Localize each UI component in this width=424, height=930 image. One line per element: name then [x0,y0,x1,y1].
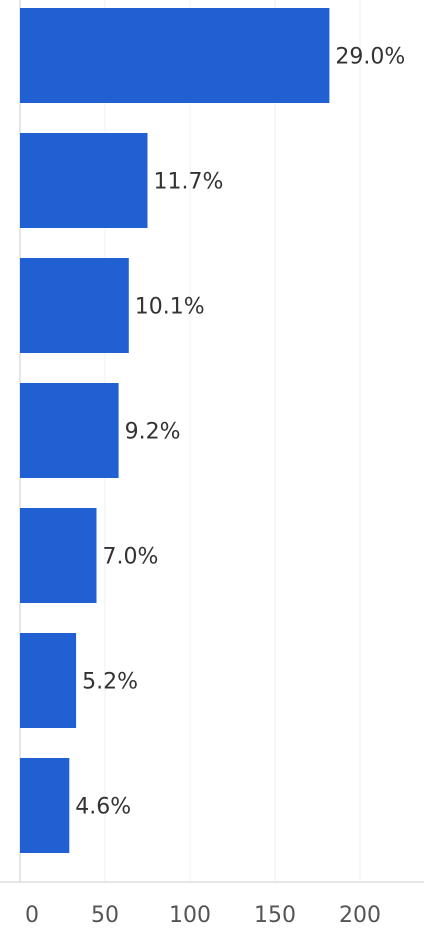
bar-3[interactable] [20,258,129,353]
x-tick-label-200: 200 [339,903,381,928]
data-label-6: 5.2% [82,670,138,695]
bar-5[interactable] [20,508,97,603]
data-label-7: 4.6% [75,795,131,820]
x-tick-label-100: 100 [169,903,211,928]
x-tick-label-50: 50 [91,903,119,928]
data-labels-layer: 29.0% 11.7% 10.1% 9.2% 7.0% 5.2% 4.6% [75,45,405,820]
data-label-4: 9.2% [125,420,181,445]
x-tick-label-0: 0 [25,903,39,928]
data-label-5: 7.0% [103,545,159,570]
x-axis: 0 50 100 150 200 [0,881,424,928]
data-label-2: 11.7% [154,170,224,195]
data-label-1: 29.0% [335,45,405,70]
bar-7[interactable] [20,758,70,853]
bar-1[interactable] [20,8,330,103]
x-tick-label-150: 150 [254,903,296,928]
bar-2[interactable] [20,133,148,228]
bar-6[interactable] [20,633,77,728]
bar-4[interactable] [20,383,119,478]
data-label-3: 10.1% [135,295,205,320]
bars-layer [20,8,330,853]
